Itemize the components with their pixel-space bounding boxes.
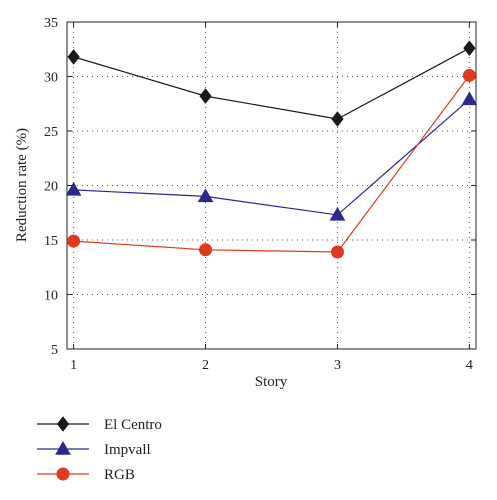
data-point [330, 245, 344, 259]
x-tick-label: 4 [466, 358, 473, 373]
legend-label: El Centro [104, 417, 162, 433]
data-point [463, 40, 476, 56]
x-axis-label: Story [255, 374, 288, 390]
y-axis: 5 10 15 20 25 30 35 [44, 16, 476, 358]
data-point [331, 111, 344, 127]
series-line [73, 98, 470, 216]
data-point [329, 206, 346, 221]
grid-lines [67, 22, 476, 349]
legend: El Centro Impvall RGB [37, 416, 162, 483]
y-tick-label: 5 [51, 343, 58, 358]
series-2 [65, 91, 478, 221]
data-point [197, 188, 214, 203]
series-line [73, 47, 470, 120]
y-tick-label: 35 [44, 16, 58, 31]
data-point [67, 49, 80, 65]
series-layer [65, 40, 478, 259]
y-axis-label: Reduction rate (%) [14, 128, 30, 242]
legend-marker [55, 440, 71, 455]
y-tick-label: 15 [44, 234, 58, 249]
legend-label: Impvall [104, 442, 151, 458]
legend-marker [56, 416, 70, 432]
data-point [461, 91, 478, 106]
x-tick-label: 1 [70, 358, 77, 373]
series-3 [67, 68, 476, 259]
data-point [67, 234, 81, 248]
data-point [462, 68, 476, 82]
y-tick-label: 10 [44, 289, 58, 304]
y-tick-label: 20 [44, 180, 58, 195]
legend-label: RGB [104, 467, 135, 483]
legend-marker [56, 467, 70, 481]
plot-area-frame [66, 21, 477, 350]
x-axis: 1 2 3 4 [70, 22, 473, 373]
data-point [65, 181, 82, 196]
y-tick-label: 30 [44, 71, 58, 86]
x-tick-label: 2 [202, 358, 209, 373]
series-1 [67, 40, 476, 127]
x-tick-label: 3 [334, 358, 341, 373]
y-tick-label: 25 [44, 125, 58, 140]
data-point [199, 243, 213, 257]
data-point [199, 88, 212, 104]
series-line [73, 75, 470, 253]
